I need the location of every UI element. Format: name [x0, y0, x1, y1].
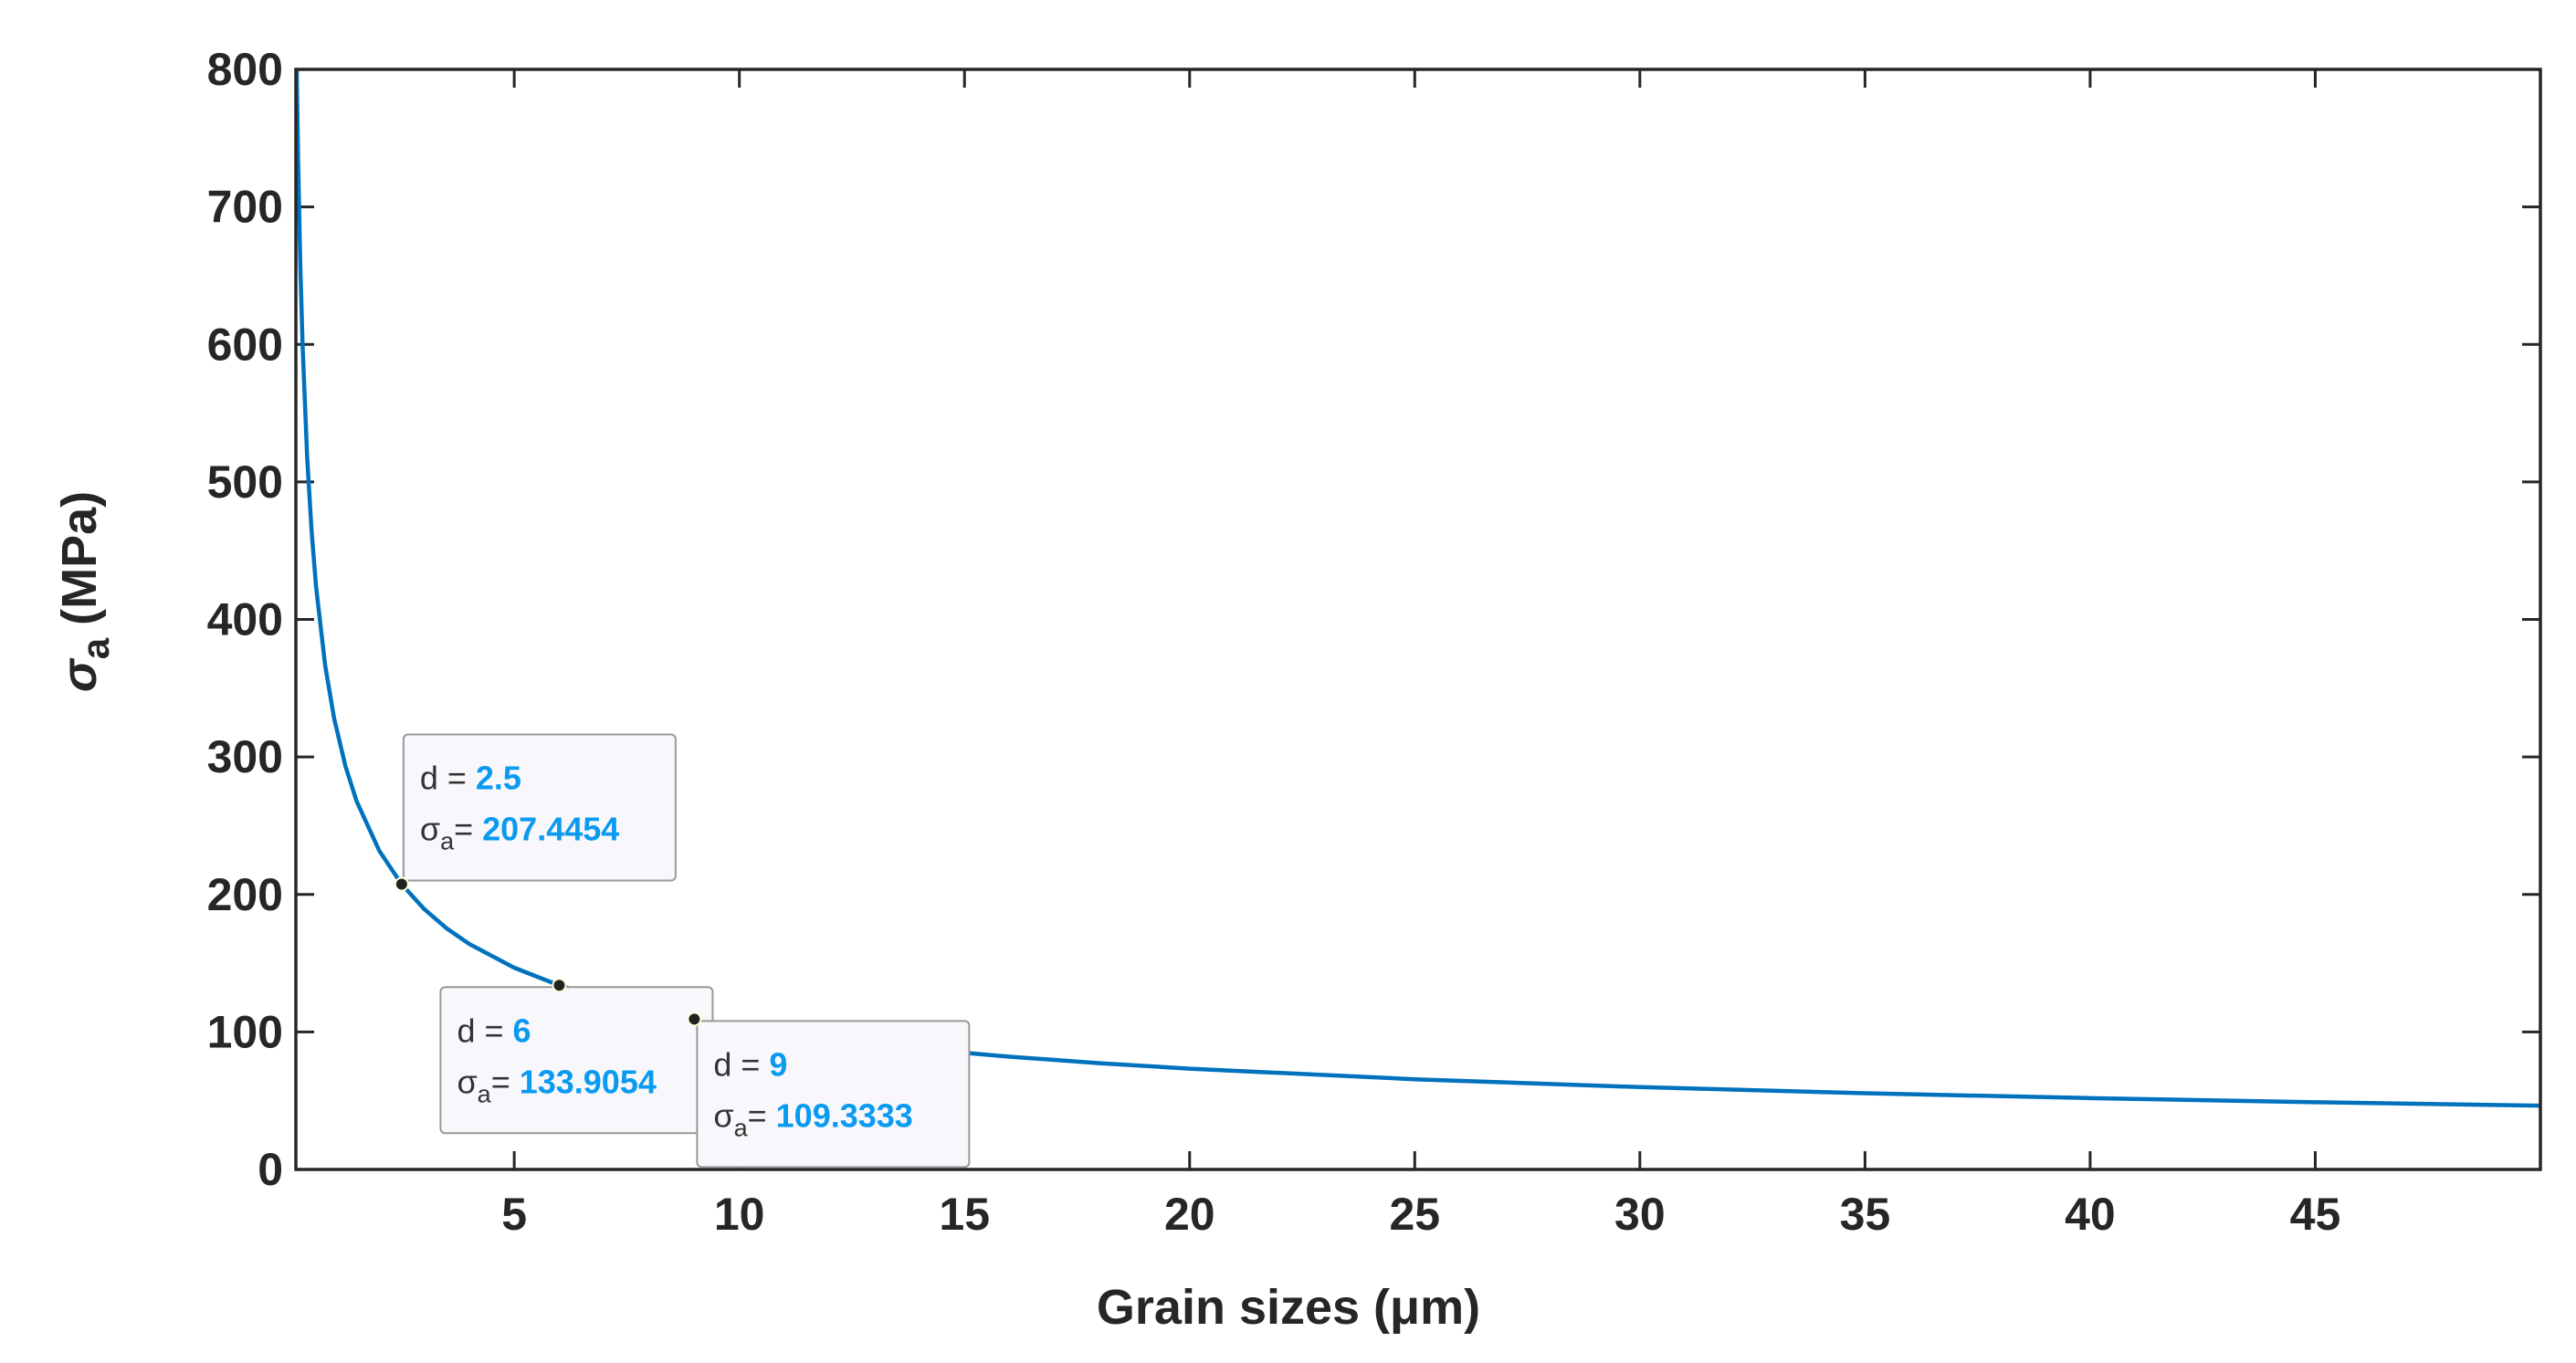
datatip-y-name: σ	[457, 1063, 477, 1100]
x-axis-label: Grain sizes (μm)	[1097, 1280, 1480, 1335]
y-axis-label: σa (MPa)	[52, 491, 117, 692]
datatip: d = 9σa= 109.3333	[696, 1020, 971, 1169]
data-line	[296, 69, 2540, 1108]
datatip-y-sub: a	[734, 1114, 749, 1141]
y-tick-label: 600	[207, 319, 283, 370]
y-tick-label: 200	[207, 869, 283, 920]
y-tick-label: 0	[258, 1144, 283, 1195]
datatip-y-name: σ	[420, 811, 440, 848]
datatip-y-value: 207.4454	[482, 811, 619, 848]
y-tick-label: 300	[207, 731, 283, 782]
y-tick-label: 800	[207, 44, 283, 95]
datatip-y-sub: a	[478, 1080, 492, 1107]
x-tick-label: 25	[1389, 1189, 1440, 1240]
datatip-y-line: σa= 207.4454	[420, 811, 619, 855]
datatip-point	[687, 1012, 702, 1027]
datatip-x-value: 9	[769, 1045, 787, 1083]
y-tick-label: 700	[207, 182, 283, 233]
datatip-x-value: 2.5	[476, 760, 521, 797]
datatip: d = 2.5 σa= 207.4454	[402, 733, 677, 882]
datatip-x-line: d = 9	[713, 1045, 787, 1083]
x-tick-label: 5	[501, 1189, 527, 1240]
x-tick-label: 30	[1614, 1189, 1666, 1240]
datatip-box	[696, 1020, 971, 1169]
datatip-point	[552, 978, 567, 993]
x-tick-label: 35	[1840, 1189, 1891, 1240]
y-label-sub: a	[74, 637, 117, 659]
y-label-unit: (MPa)	[52, 491, 107, 625]
x-tick-label: 15	[939, 1189, 990, 1240]
datatip-x-name: d =	[420, 760, 467, 797]
y-label-symbol: σ	[52, 657, 107, 692]
datatip-eq: =	[748, 1096, 767, 1134]
datatip-point	[394, 876, 409, 892]
datatip-y-line: σa= 133.9054	[457, 1063, 656, 1107]
datatip-x-line: d = 6	[457, 1012, 531, 1049]
y-tick-label: 400	[207, 594, 283, 645]
axes-box	[294, 68, 2542, 1171]
datatip: d = 6σa= 133.9054	[439, 986, 714, 1135]
x-tick-label: 40	[2065, 1189, 2116, 1240]
datatip-x-name: d =	[457, 1012, 503, 1049]
datatip-x-name: d =	[713, 1045, 760, 1083]
datatip-y-sub: a	[440, 828, 455, 855]
datatip-y-value: 133.9054	[520, 1063, 657, 1100]
x-tick-label: 45	[2290, 1189, 2341, 1240]
datatip-box	[439, 986, 714, 1135]
y-tick-label: 100	[207, 1006, 283, 1057]
datatip-eq: =	[491, 1063, 510, 1100]
datatip-y-line: σa= 109.3333	[713, 1096, 912, 1141]
x-tick-label: 20	[1164, 1189, 1215, 1240]
datatip-box	[402, 733, 677, 882]
datatip-x-value: 6	[512, 1012, 531, 1049]
datatip-eq: =	[454, 811, 473, 848]
datatip-y-name: σ	[713, 1096, 733, 1134]
datatip-x-line: d = 2.5	[420, 760, 521, 797]
y-tick-label: 500	[207, 456, 283, 508]
x-tick-label: 10	[714, 1189, 765, 1240]
datatip-y-value: 109.3333	[776, 1096, 913, 1134]
